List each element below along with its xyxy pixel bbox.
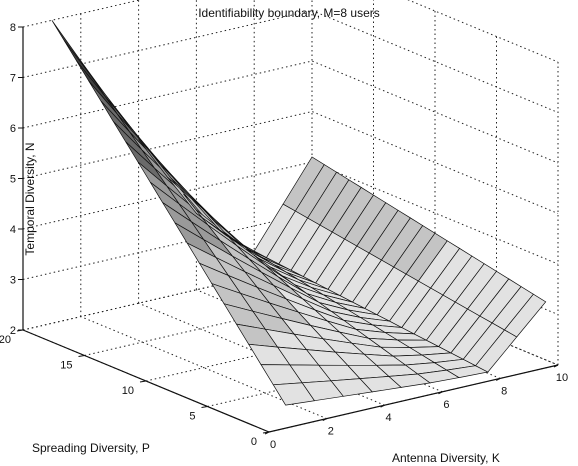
y-tick-mark: [139, 380, 147, 383]
surface-patch: [76, 60, 118, 115]
x-tick-mark: [380, 404, 385, 408]
z-tick-label: 5: [10, 174, 16, 186]
surface-patch: [113, 121, 155, 169]
x-tick-mark: [322, 418, 328, 422]
surface-patch: [503, 293, 547, 338]
gridline: [138, 302, 385, 406]
x-tick-mark: [438, 391, 443, 395]
y-tick-mark: [201, 406, 208, 408]
gridline: [22, 60, 559, 164]
y-tick-mark: [262, 431, 270, 434]
z-tick-label: 7: [10, 73, 16, 85]
x-tick-label: 6: [443, 399, 449, 411]
z-tick-label: 6: [10, 123, 16, 135]
x-tick-label: 8: [501, 385, 507, 397]
y-tick-label: 5: [189, 411, 195, 423]
gridline: [22, 0, 559, 63]
x-tick-label: 2: [328, 426, 334, 438]
y-axis-label: Spreading Diversity, P: [32, 441, 150, 455]
z-tick-label: 4: [10, 224, 16, 236]
surface-patch: [100, 101, 143, 151]
z-tick-label: 3: [10, 275, 16, 287]
y-tick-label: 15: [60, 360, 72, 372]
z-axis-label: Temporal Diversity, N: [23, 142, 37, 256]
y-tick-label: 0: [251, 436, 257, 448]
x-axis-line: [268, 364, 559, 433]
surface-patch: [88, 80, 131, 133]
z-tick-label: 2: [10, 325, 16, 337]
x-tick-mark: [553, 364, 559, 368]
y-tick-label: 10: [122, 385, 134, 397]
x-tick-label: 0: [270, 439, 276, 451]
x-axis-label: Antenna Diversity, K: [392, 451, 500, 465]
z-tick-label: 8: [10, 22, 16, 34]
x-tick-label: 10: [556, 372, 568, 384]
gridline: [80, 316, 327, 420]
y-tick-label: 20: [0, 334, 11, 346]
chart-title: Identifiability boundary, M=8 users: [198, 6, 380, 20]
x-tick-mark: [495, 377, 501, 381]
y-tick-mark: [78, 355, 85, 357]
x-tick-label: 4: [386, 412, 392, 424]
